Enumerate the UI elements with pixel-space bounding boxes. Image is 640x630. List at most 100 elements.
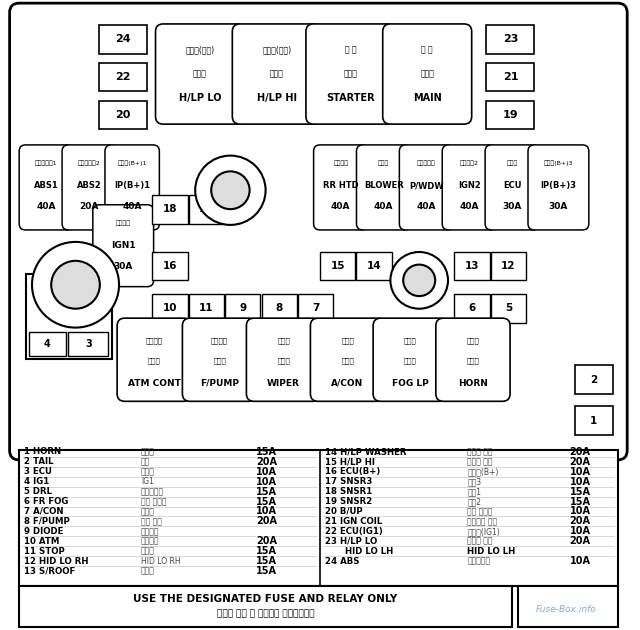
Text: 전조등 와셔: 전조등 와셔	[467, 447, 493, 456]
Text: FOG LP: FOG LP	[392, 379, 429, 387]
Text: 릴레이: 릴레이	[467, 358, 479, 364]
Bar	[189, 195, 224, 224]
Text: 15A: 15A	[256, 447, 277, 457]
Text: 릴레이: 릴레이	[344, 69, 357, 78]
Text: 에이비에스: 에이비에스	[467, 557, 490, 566]
Text: 15 H/LP HI: 15 H/LP HI	[325, 457, 375, 466]
Text: 슬리브(B+)1: 슬리브(B+)1	[118, 161, 147, 166]
Circle shape	[390, 252, 448, 309]
Text: 릴레이: 릴레이	[148, 358, 161, 364]
Text: 이그니션2: 이그니션2	[460, 161, 479, 166]
Text: 전조등(로우): 전조등(로우)	[186, 45, 214, 54]
Text: 15A: 15A	[256, 486, 277, 496]
Text: 15A: 15A	[256, 546, 277, 556]
Text: 3: 3	[85, 339, 92, 349]
Text: 18 SNSR1: 18 SNSR1	[325, 487, 372, 496]
Text: 10A: 10A	[256, 507, 277, 517]
Text: 22: 22	[115, 72, 131, 82]
Text: ECU: ECU	[503, 181, 522, 190]
Text: IGN2: IGN2	[458, 181, 481, 190]
Text: 13: 13	[465, 261, 479, 271]
Text: ATM CONT: ATM CONT	[128, 379, 180, 387]
Text: IG1: IG1	[141, 477, 154, 486]
Text: 에이티엠: 에이티엠	[146, 337, 163, 343]
Bar	[356, 252, 392, 280]
Text: 15A: 15A	[570, 486, 591, 496]
Bar	[486, 101, 534, 129]
Bar	[575, 406, 613, 435]
Text: 경음기: 경음기	[467, 337, 479, 343]
Text: 에어컨: 에어컨	[341, 337, 354, 343]
Text: 8: 8	[276, 304, 283, 313]
Bar	[99, 25, 147, 54]
Bar	[262, 294, 297, 323]
Text: 시 동: 시 동	[344, 45, 356, 54]
Text: 10A: 10A	[570, 507, 591, 517]
Text: 릴레이: 릴레이	[193, 69, 207, 78]
FancyBboxPatch shape	[93, 205, 154, 287]
Text: 연료펌프: 연료펌프	[211, 337, 228, 343]
FancyBboxPatch shape	[528, 145, 589, 230]
Text: 8 F/PUMP: 8 F/PUMP	[24, 517, 70, 526]
Text: 연료 펌프: 연료 펌프	[141, 517, 162, 526]
Text: 5: 5	[505, 304, 512, 313]
Text: 24: 24	[115, 35, 131, 44]
Bar	[491, 252, 526, 280]
Text: H/LP HI: H/LP HI	[257, 93, 297, 103]
Text: 슬리브(B+)3: 슬리브(B+)3	[543, 161, 573, 166]
Text: 20A: 20A	[570, 447, 591, 457]
FancyBboxPatch shape	[105, 145, 159, 230]
Text: BLOWER: BLOWER	[364, 181, 404, 190]
Text: 안개등: 안개등	[404, 337, 417, 343]
Text: 10A: 10A	[570, 477, 591, 486]
Text: 다이오드: 다이오드	[141, 527, 159, 536]
Text: IGN1: IGN1	[111, 241, 136, 250]
Text: 21: 21	[502, 72, 518, 82]
Circle shape	[211, 171, 250, 209]
Text: 40A: 40A	[122, 202, 142, 211]
FancyBboxPatch shape	[10, 3, 627, 460]
Text: 지정된 휴즈 및 릴레이를 사용하십시오: 지정된 휴즈 및 릴레이를 사용하십시오	[217, 610, 314, 619]
FancyBboxPatch shape	[314, 145, 368, 230]
Bar	[152, 252, 188, 280]
Text: 14: 14	[367, 261, 381, 271]
Text: 20A: 20A	[256, 457, 277, 467]
FancyBboxPatch shape	[19, 145, 74, 230]
Text: 에이비에스1: 에이비에스1	[35, 161, 58, 166]
FancyBboxPatch shape	[383, 24, 472, 124]
FancyBboxPatch shape	[356, 145, 411, 230]
FancyBboxPatch shape	[306, 24, 395, 124]
Bar	[486, 63, 534, 91]
Circle shape	[32, 242, 119, 328]
Text: 오토티엠: 오토티엠	[141, 537, 159, 546]
Bar	[454, 294, 490, 323]
Text: H/LP LO: H/LP LO	[179, 93, 221, 103]
Bar	[19, 450, 618, 586]
Text: 센서1: 센서1	[467, 487, 481, 496]
Text: A/CON: A/CON	[332, 379, 364, 387]
Text: 에그니션: 에그니션	[116, 220, 131, 226]
Text: HORN: HORN	[458, 379, 488, 387]
FancyBboxPatch shape	[485, 145, 540, 230]
Text: 12 HID LO RH: 12 HID LO RH	[24, 557, 89, 566]
Text: 17: 17	[199, 205, 214, 214]
Text: 15A: 15A	[256, 566, 277, 576]
Text: 메 인: 메 인	[421, 45, 433, 54]
Text: 전조등 로우: 전조등 로우	[467, 537, 493, 546]
Text: 20A: 20A	[570, 517, 591, 527]
Text: 40A: 40A	[460, 202, 479, 211]
Text: 40A: 40A	[36, 202, 56, 211]
FancyBboxPatch shape	[62, 145, 116, 230]
Circle shape	[195, 156, 266, 225]
Text: 전방 안개등: 전방 안개등	[141, 497, 166, 506]
Circle shape	[51, 261, 100, 309]
Text: 20: 20	[115, 110, 131, 120]
Text: 릴레이: 릴레이	[420, 69, 434, 78]
Text: 15A: 15A	[570, 496, 591, 507]
Text: 19 SNSR2: 19 SNSR2	[325, 497, 372, 506]
Text: 이씨유(B+): 이씨유(B+)	[467, 467, 499, 476]
Bar	[518, 586, 618, 627]
Text: 40A: 40A	[374, 202, 394, 211]
Text: 16 ECU(B+): 16 ECU(B+)	[325, 467, 380, 476]
Text: 릴레이: 릴레이	[270, 69, 284, 78]
